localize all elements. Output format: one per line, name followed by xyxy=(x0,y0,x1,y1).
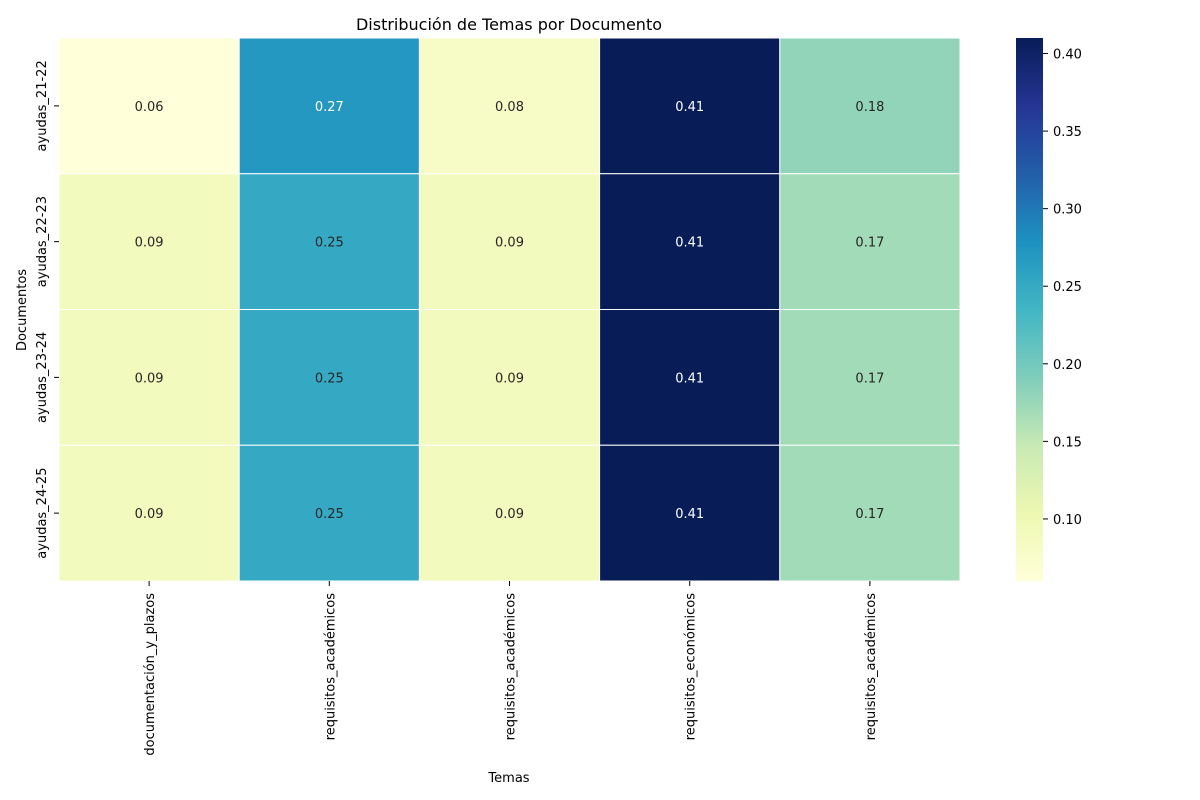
cell-value-label: 0.41 xyxy=(675,371,704,386)
heatmap-cell xyxy=(58,173,240,310)
cell-value-label: 0.17 xyxy=(855,371,884,386)
heatmap-cell xyxy=(599,37,781,175)
x-tick-label: requisitos_económicos xyxy=(684,593,699,741)
heatmap-cell xyxy=(779,173,961,310)
cell-value-label: 0.09 xyxy=(135,371,164,386)
cell-value-label: 0.25 xyxy=(315,236,344,251)
y-tick-label: ayudas_21-22 xyxy=(35,60,50,151)
chart-title: Distribución de Temas por Documento xyxy=(356,15,662,34)
cell-value-label: 0.09 xyxy=(135,236,164,251)
heatmap-cell xyxy=(58,37,240,175)
colorbar-tick-label: 0.35 xyxy=(1053,125,1082,140)
colorbar-ticks: 0.10 0.15 0.20 0.25 0.30 0.35 0.40 xyxy=(1043,48,1082,528)
heatmap-cell xyxy=(779,37,961,175)
heatmap-cell-labels: 0.06 0.27 0.08 0.41 0.18 0.09 0.25 0.09 0.41 0.17… xyxy=(135,100,885,522)
cell-value-label: 0.09 xyxy=(495,236,524,251)
x-tick-label: requisitos_académicos xyxy=(864,593,879,741)
x-tick-label: requisitos_académicos xyxy=(323,593,338,741)
y-tick-label: ayudas_24-25 xyxy=(35,468,50,559)
colorbar-tick-label: 0.20 xyxy=(1053,358,1082,373)
heatmap-cell xyxy=(238,309,420,446)
heatmap-cell xyxy=(599,444,781,582)
x-axis-label: Temas xyxy=(487,771,529,786)
x-tick-label: requisitos_académicos xyxy=(504,593,519,741)
colorbar-gradient xyxy=(1016,38,1043,581)
colorbar-tick-label: 0.40 xyxy=(1053,48,1082,63)
cell-value-label: 0.09 xyxy=(135,507,164,522)
cell-value-label: 0.25 xyxy=(315,507,344,522)
cell-value-label: 0.41 xyxy=(675,236,704,251)
y-axis-label: Documentos xyxy=(15,269,30,351)
cell-value-label: 0.25 xyxy=(315,371,344,386)
heatmap-cell xyxy=(418,309,601,446)
heatmap-cell xyxy=(418,37,601,175)
y-axis-ticks: ayudas_21-22 ayudas_22-23 ayudas_23-24ayud… xyxy=(35,60,59,559)
y-tick-label: ayudas_22-23 xyxy=(35,196,50,287)
heatmap-cell xyxy=(779,444,961,582)
colorbar-tick-label: 0.30 xyxy=(1053,203,1082,218)
x-axis-ticks: documentación_y_plazos requisitos_académi… xyxy=(143,581,879,756)
heatmap-cell xyxy=(779,309,961,446)
heatmap-cell xyxy=(418,173,601,310)
heatmap-cell xyxy=(238,173,420,310)
x-tick-label: documentación_y_plazos xyxy=(143,593,158,756)
cell-value-label: 0.17 xyxy=(855,236,884,251)
cell-value-label: 0.17 xyxy=(855,507,884,522)
heatmap-cell xyxy=(599,309,781,446)
colorbar-tick-label: 0.15 xyxy=(1053,435,1082,450)
cell-value-label: 0.09 xyxy=(495,507,524,522)
heatmap-cells xyxy=(58,37,961,582)
heatmap-cell xyxy=(238,444,420,582)
colorbar-tick-label: 0.10 xyxy=(1053,513,1082,528)
colorbar-tick-label: 0.25 xyxy=(1053,280,1082,295)
cell-value-label: 0.41 xyxy=(675,507,704,522)
colorbar: 0.10 0.15 0.20 0.25 0.30 0.35 0.40 xyxy=(1016,38,1082,581)
y-tick-label: ayudas_23-24 xyxy=(35,332,50,423)
cell-value-label: 0.08 xyxy=(495,100,524,115)
cell-value-label: 0.09 xyxy=(495,371,524,386)
cell-value-label: 0.18 xyxy=(855,100,884,115)
cell-value-label: 0.27 xyxy=(315,100,344,115)
heatmap-cell xyxy=(238,37,420,175)
cell-value-label: 0.41 xyxy=(675,100,704,115)
heatmap-cell xyxy=(418,444,601,582)
cell-value-label: 0.06 xyxy=(135,100,164,115)
